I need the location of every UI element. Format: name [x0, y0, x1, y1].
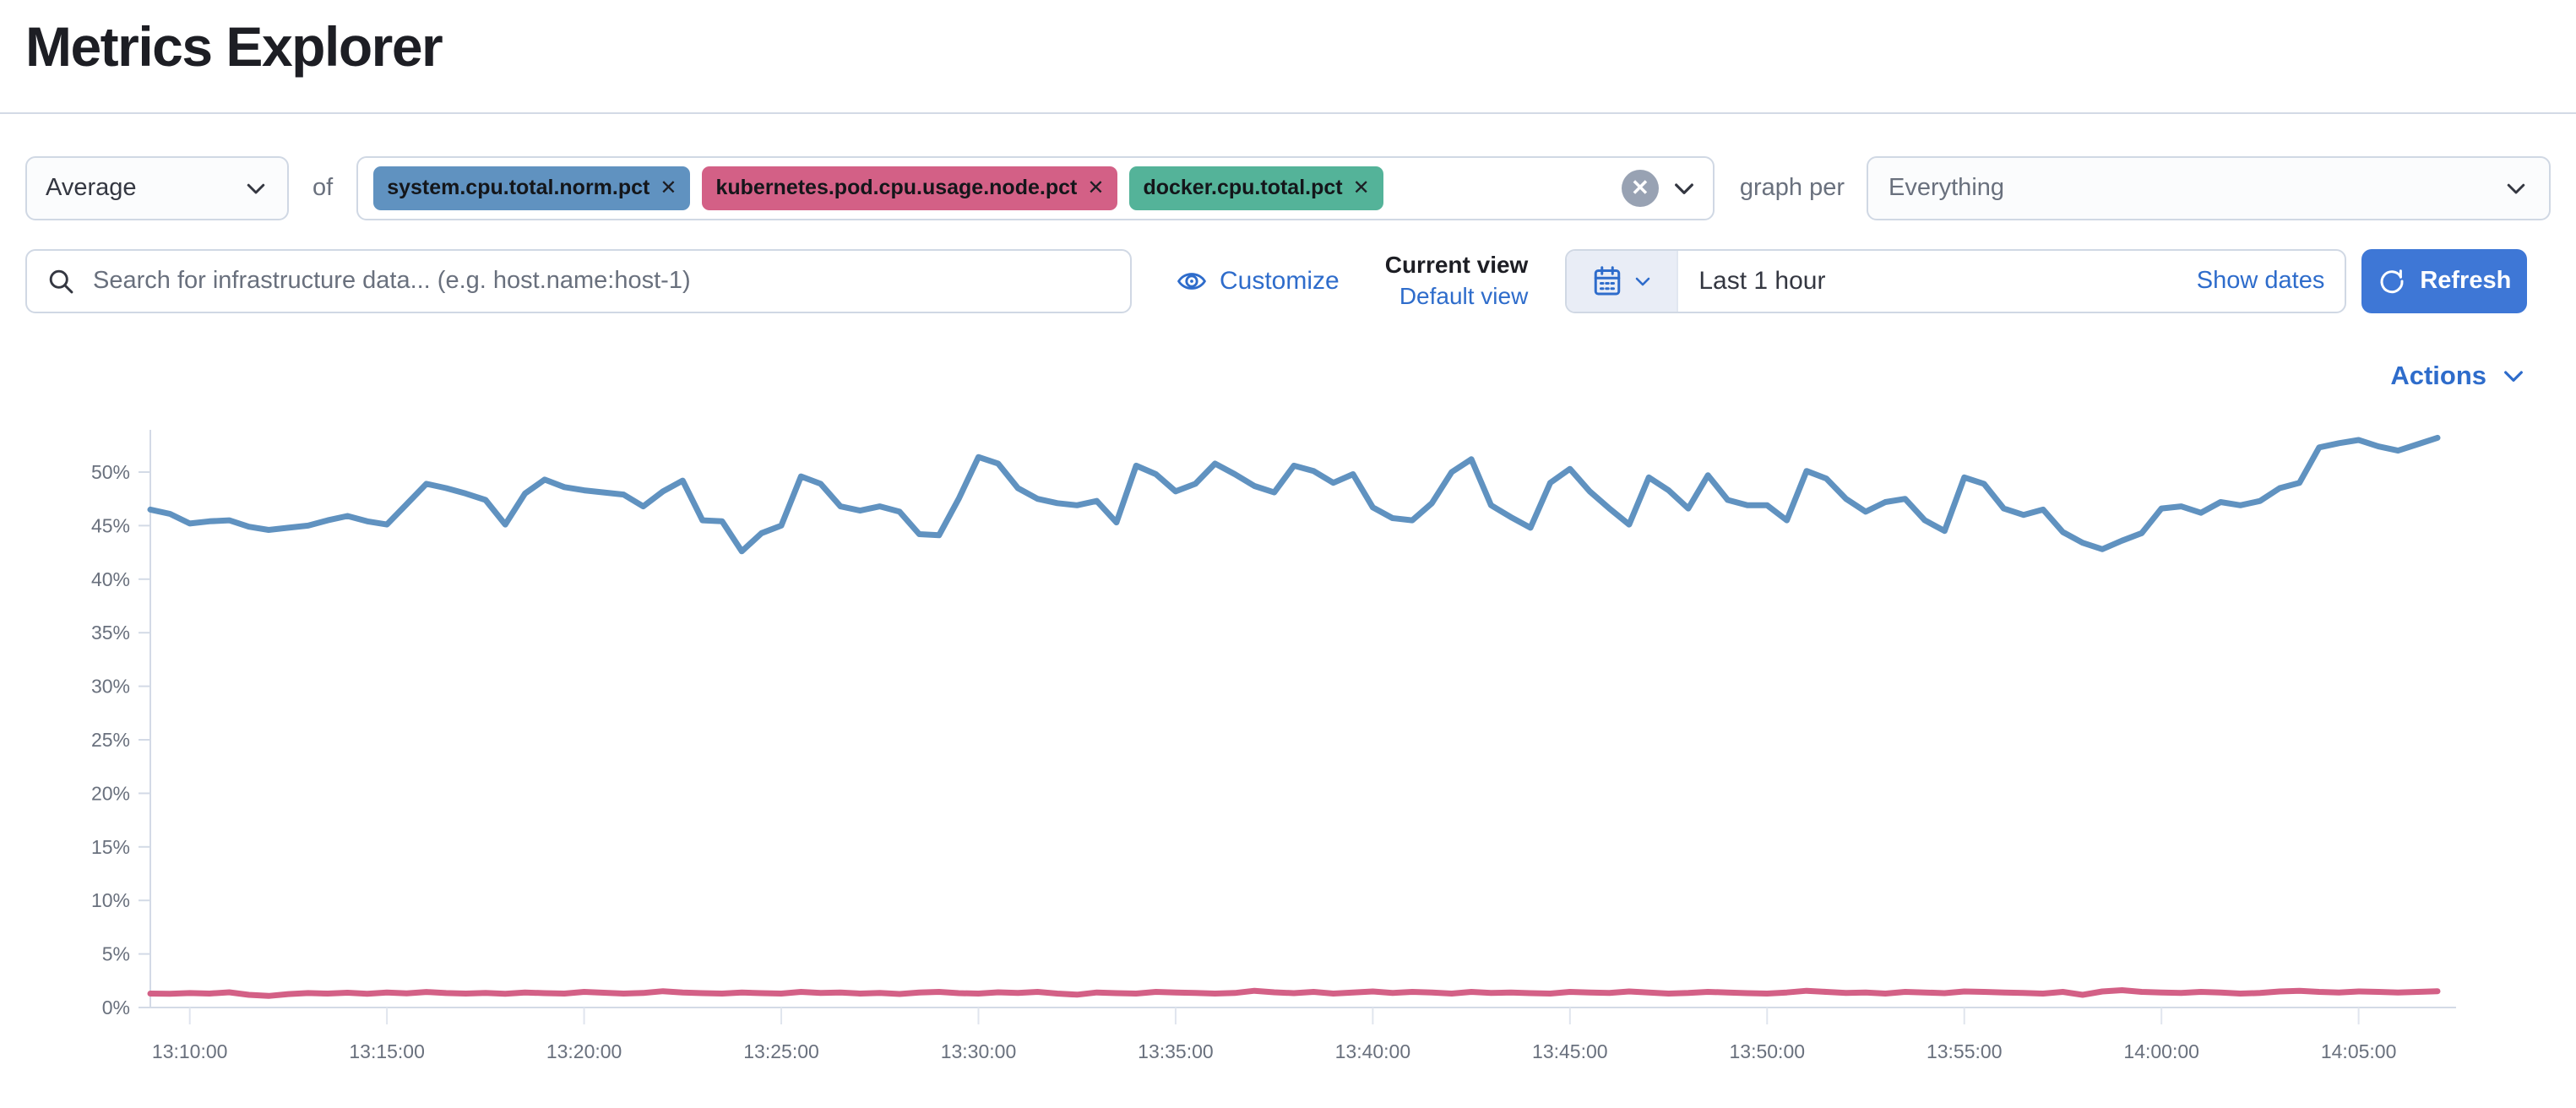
metric-tag-label: kubernetes.pod.cpu.usage.node.pct	[715, 176, 1078, 199]
x-tick-label: 13:50:00	[1730, 1040, 1806, 1062]
aggregation-value: Average	[46, 174, 137, 201]
of-label: of	[312, 174, 334, 201]
actions-label: Actions	[2390, 360, 2486, 390]
page-title: Metrics Explorer	[25, 15, 443, 78]
graph-per-select[interactable]: Everything	[1867, 155, 2551, 220]
x-tick-label: 13:55:00	[1927, 1040, 2003, 1062]
chevron-down-icon	[2500, 362, 2527, 389]
refresh-icon	[2378, 267, 2406, 296]
date-quick-select-button[interactable]	[1567, 250, 1679, 312]
x-tick-label: 13:40:00	[1335, 1040, 1411, 1062]
current-view-label: Current view	[1384, 252, 1529, 279]
x-tick-label: 14:00:00	[2123, 1040, 2199, 1062]
y-tick-label: 10%	[91, 889, 130, 911]
x-tick-label: 13:25:00	[743, 1040, 819, 1062]
refresh-button[interactable]: Refresh	[2361, 248, 2528, 313]
metric-tags: system.cpu.total.norm.pct ✕ kubernetes.pod…	[373, 166, 1610, 210]
series-line-system.cpu.total.norm.pct	[147, 434, 2441, 554]
show-dates-link[interactable]: Show dates	[2196, 267, 2325, 294]
y-tick-label: 40%	[91, 568, 130, 589]
super-date-picker: Last 1 hour Show dates	[1565, 248, 2347, 313]
y-tick-label: 5%	[102, 942, 130, 964]
metric-combobox[interactable]: system.cpu.total.norm.pct ✕ kubernetes.pod…	[356, 155, 1715, 220]
chevron-down-icon[interactable]	[1671, 175, 1698, 202]
search-box	[25, 248, 1132, 313]
metric-tag-label: docker.cpu.total.pct	[1143, 176, 1343, 199]
remove-metric-icon[interactable]: ✕	[660, 177, 677, 199]
remove-metric-icon[interactable]: ✕	[1352, 177, 1370, 199]
clear-metrics-icon[interactable]: ✕	[1621, 169, 1659, 207]
aggregation-select[interactable]: Average	[25, 155, 289, 220]
search-icon	[46, 266, 76, 296]
x-tick-label: 14:05:00	[2321, 1040, 2397, 1062]
customize-button[interactable]: Customize	[1176, 265, 1340, 297]
y-tick-label: 25%	[91, 729, 130, 751]
x-tick-label: 13:10:00	[152, 1040, 228, 1062]
page-header: Metrics Explorer	[0, 0, 2576, 82]
y-tick-label: 30%	[91, 675, 130, 697]
y-tick-label: 45%	[91, 514, 130, 536]
actions-row: Actions	[25, 361, 2527, 391]
chevron-down-icon	[2503, 176, 2529, 201]
graph-per-label: graph per	[1739, 174, 1845, 201]
y-tick-label: 0%	[102, 997, 130, 1018]
aggregation-toolbar: Average of system.cpu.total.norm.pct ✕ kub…	[25, 155, 2551, 220]
chevron-down-icon	[243, 176, 269, 201]
calendar-icon	[1590, 264, 1624, 298]
date-range-value: Last 1 hour	[1698, 266, 1826, 295]
y-tick-label: 15%	[91, 835, 130, 857]
actions-menu-button[interactable]: Actions	[2390, 361, 2527, 391]
chevron-down-icon	[1633, 271, 1653, 291]
x-tick-label: 13:30:00	[941, 1040, 1017, 1062]
x-tick-label: 13:15:00	[349, 1040, 425, 1062]
default-view-link[interactable]: Default view	[1399, 282, 1529, 309]
metric-tag[interactable]: system.cpu.total.norm.pct ✕	[373, 166, 691, 210]
remove-metric-icon[interactable]: ✕	[1087, 177, 1105, 199]
series-line-kubernetes.pod.cpu.usage.node.pct	[147, 986, 2441, 999]
line-chart-canvas[interactable]: 0% 5% 10% 15% 20% 25% 30% 35% 40% 45% 50% 13:10:00 1…	[0, 398, 2576, 1084]
filter-toolbar: Customize Current view Default view	[25, 248, 2551, 313]
metric-tag[interactable]: docker.cpu.total.pct ✕	[1129, 166, 1383, 210]
y-tick-label: 50%	[91, 461, 130, 483]
x-tick-label: 13:20:00	[546, 1040, 622, 1062]
header-divider	[0, 111, 2576, 114]
eye-icon	[1176, 265, 1208, 297]
refresh-label: Refresh	[2420, 267, 2512, 294]
metric-tag-label: system.cpu.total.norm.pct	[387, 176, 650, 199]
metric-tag[interactable]: kubernetes.pod.cpu.usage.node.pct ✕	[702, 166, 1118, 210]
y-tick-label: 35%	[91, 622, 130, 644]
metrics-chart[interactable]: 0% 5% 10% 15% 20% 25% 30% 35% 40% 45% 50% 13:10:00 1…	[0, 398, 2576, 1088]
date-range-button[interactable]: Last 1 hour Show dates	[1678, 251, 2345, 312]
x-tick-label: 13:35:00	[1138, 1040, 1214, 1062]
customize-label: Customize	[1220, 266, 1340, 295]
graph-per-value: Everything	[1889, 174, 2005, 201]
y-tick-label: 20%	[91, 782, 130, 804]
x-tick-label: 13:45:00	[1532, 1040, 1608, 1062]
search-input[interactable]	[91, 266, 1111, 296]
view-stack: Current view Default view	[1385, 250, 1529, 312]
